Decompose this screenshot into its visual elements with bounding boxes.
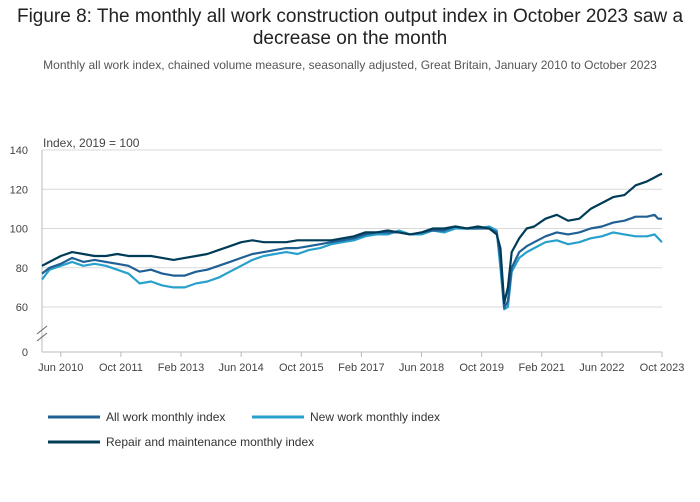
y-tick-label: 120 (10, 184, 28, 196)
axis-break-mark (36, 325, 48, 335)
series-lines (41, 172, 663, 311)
y-axis-label: Index, 2019 = 100 (43, 136, 140, 150)
x-tick-label: Feb 2021 (519, 362, 565, 374)
y-tick-label: 80 (16, 263, 28, 275)
x-tick-label: Jun 2010 (38, 362, 83, 374)
x-tick-label: Jun 2014 (219, 362, 264, 374)
x-tick-label: Oct 2015 (279, 362, 324, 374)
chart-subtitle: Monthly all work index, chained volume m… (43, 58, 657, 72)
x-tick-label: Feb 2017 (338, 362, 384, 374)
x-tick-label: Oct 2023 (640, 362, 685, 374)
gridlines (36, 149, 662, 353)
legend: All work monthly index New work monthly i… (48, 410, 440, 449)
legend-label-repair-and-maintenance-monthly-index: Repair and maintenance monthly index (106, 435, 314, 449)
x-tick-label: Jun 2018 (399, 362, 444, 374)
y-tick-label: 0 (22, 347, 28, 359)
legend-label-new-work-monthly-index: New work monthly index (310, 410, 440, 424)
x-tick-label: Jun 2022 (579, 362, 624, 374)
repair-and-maintenance-monthly-index-line (41, 172, 663, 305)
legend-label-all-work-monthly-index: All work monthly index (106, 410, 225, 424)
axis-break-mark (36, 332, 48, 342)
y-axis: 0 60 80 100 120 140 (10, 145, 28, 359)
chart-title: Figure 8: The monthly all work construct… (16, 6, 684, 49)
x-tick-label: Feb 2013 (158, 362, 204, 374)
y-tick-label: 140 (10, 145, 28, 157)
y-tick-label: 60 (16, 302, 28, 314)
x-tick-label: Oct 2011 (99, 362, 143, 374)
x-tick-label: Oct 2019 (459, 362, 504, 374)
new-work-monthly-index-line (41, 225, 663, 311)
y-tick-label: 100 (10, 224, 28, 236)
x-axis: Jun 2010 Oct 2011 Feb 2013 Jun 2014 Oct 2015… (38, 352, 684, 374)
